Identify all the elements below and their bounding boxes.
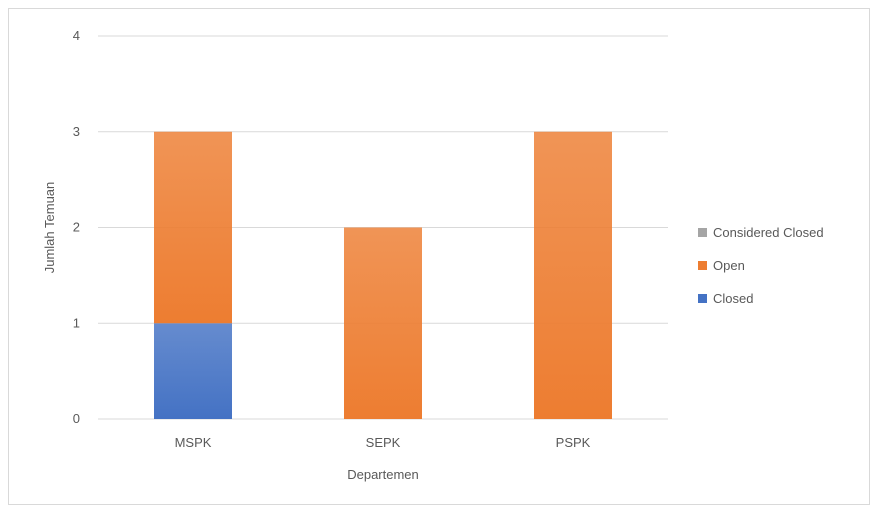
legend-swatch bbox=[698, 294, 707, 303]
bar-closed-mspk bbox=[154, 323, 232, 419]
x-axis-title: Departemen bbox=[347, 467, 419, 482]
bars bbox=[154, 131, 612, 419]
y-tick-label: 4 bbox=[73, 28, 80, 43]
legend-label: Considered Closed bbox=[713, 225, 824, 240]
legend-label: Closed bbox=[713, 291, 753, 306]
x-tick-label: SEPK bbox=[366, 435, 401, 450]
chart-frame bbox=[8, 8, 870, 505]
legend-label: Open bbox=[713, 258, 745, 273]
legend: Considered Closed Open Closed bbox=[698, 225, 824, 306]
bar-open-sepk bbox=[344, 227, 422, 419]
y-axis-ticks: 0 1 2 3 4 bbox=[73, 28, 80, 426]
x-axis-ticks: MSPK SEPK PSPK bbox=[175, 435, 591, 450]
legend-swatch bbox=[698, 228, 707, 237]
x-tick-label: MSPK bbox=[175, 435, 212, 450]
y-tick-label: 0 bbox=[73, 411, 80, 426]
bar-open-mspk bbox=[154, 131, 232, 324]
y-tick-label: 3 bbox=[73, 124, 80, 139]
bar-open-pspk bbox=[534, 131, 612, 419]
legend-swatch bbox=[698, 261, 707, 270]
y-tick-label: 2 bbox=[73, 220, 80, 235]
y-tick-label: 1 bbox=[73, 315, 80, 330]
y-axis-title: Jumlah Temuan bbox=[42, 182, 57, 274]
x-tick-label: PSPK bbox=[556, 435, 591, 450]
